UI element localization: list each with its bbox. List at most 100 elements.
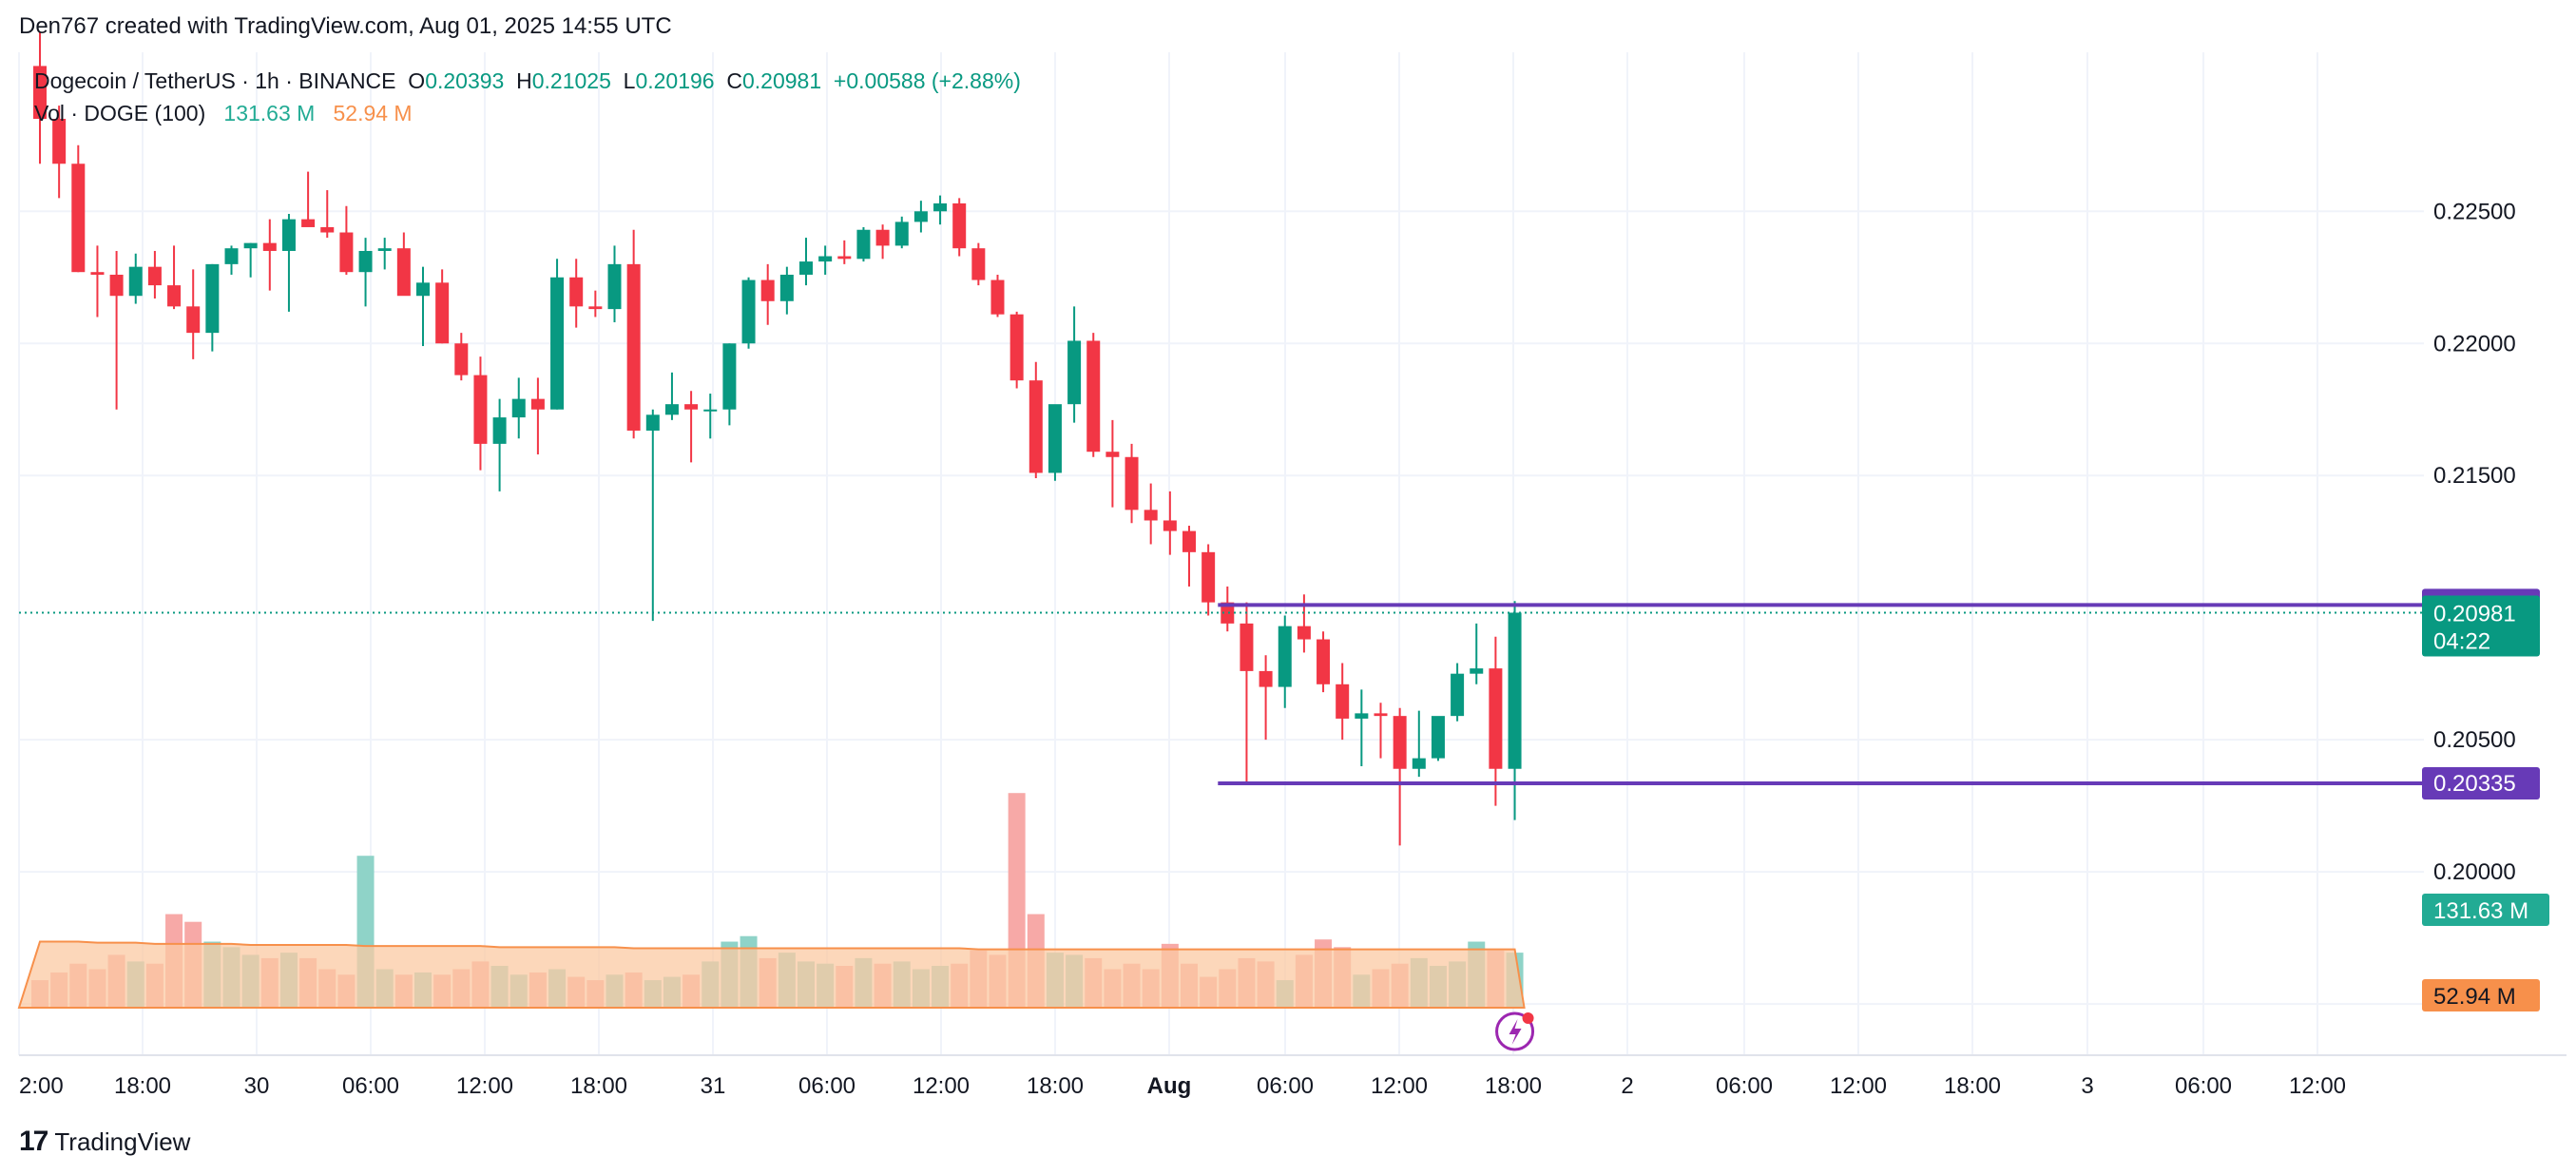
candle-body [205, 263, 220, 334]
candle-body [224, 248, 239, 264]
time-tick-label: 06:00 [2175, 1073, 2232, 1099]
time-tick-label: 12:00 [1830, 1073, 1887, 1099]
candle [281, 214, 296, 312]
horizontal-levels[interactable] [19, 603, 2424, 786]
candle [1240, 602, 1254, 785]
candle-body [1451, 673, 1465, 717]
volume-ma-area [17, 940, 1526, 1009]
chart-header: Den767 created with TradingView.com, Aug… [19, 13, 672, 39]
candle-body [1028, 380, 1043, 473]
candle-body [1086, 340, 1101, 453]
candle [971, 242, 986, 286]
candle [243, 242, 258, 278]
tradingview-logo[interactable]: 17 TradingView [19, 1126, 190, 1158]
candle-body [1336, 684, 1350, 719]
candle-body [473, 375, 488, 444]
candle [1067, 306, 1082, 423]
candle [33, 31, 47, 164]
time-tick-label: 3 [2081, 1073, 2093, 1099]
candle [492, 398, 507, 491]
price-tick-label: 0.20500 [2433, 727, 2516, 753]
candle [1470, 623, 1484, 684]
candle-body [741, 279, 756, 344]
candle-body [396, 248, 411, 297]
candle-body [645, 414, 660, 431]
symbol-title[interactable]: Dogecoin / TetherUS · 1h · BINANCE [34, 68, 396, 93]
time-axis[interactable]: 2:00 18:00 30 06:00 12:00 18:00 31 06:00 12:00 18… [19, 1073, 2346, 1099]
candle-body [875, 229, 890, 246]
price-tick-label: 0.22000 [2433, 331, 2516, 356]
candle [569, 259, 584, 328]
time-tick-label: 06:00 [342, 1073, 399, 1099]
candle [1508, 601, 1522, 820]
time-tick-label: 06:00 [1716, 1073, 1773, 1099]
candle-body [1374, 713, 1388, 717]
candle-body [1105, 452, 1120, 457]
candle [1221, 586, 1235, 632]
candle [1393, 707, 1407, 846]
candle [1259, 655, 1273, 741]
candle-body [1221, 602, 1235, 624]
candle [933, 195, 948, 225]
candle [358, 238, 373, 307]
time-tick-label: 06:00 [798, 1073, 855, 1099]
time-tick-label: 18:00 [114, 1073, 171, 1099]
candle [205, 263, 220, 352]
candle [320, 190, 335, 239]
close-value: 0.20981 [742, 68, 822, 93]
candle-body [550, 277, 565, 410]
price-tick-label: 0.20000 [2433, 859, 2516, 885]
candle-body [320, 226, 335, 233]
candle [396, 232, 411, 297]
candle-body [1508, 612, 1522, 769]
candle [741, 277, 756, 349]
candle [167, 245, 182, 310]
candle [511, 377, 526, 439]
open-label: O [408, 68, 426, 93]
candle [952, 198, 967, 257]
candle [301, 171, 316, 227]
time-tick-label: 18:00 [1944, 1073, 2001, 1099]
volume-value-badge [2422, 894, 2549, 926]
candle-body [1431, 716, 1445, 759]
candle-body [607, 263, 622, 310]
candle [664, 372, 679, 420]
candle [550, 259, 565, 410]
candle-body [1470, 668, 1484, 674]
time-tick-label: 31 [701, 1073, 726, 1099]
candle-body [167, 285, 182, 307]
candle-body [1240, 623, 1254, 671]
candle [837, 240, 852, 264]
candle-body [684, 404, 699, 410]
candle-body [952, 202, 967, 249]
low-value: 0.20196 [635, 68, 715, 93]
ohlc-legend-row: Dogecoin / TetherUS · 1h · BINANCE O 0.20… [34, 65, 1021, 97]
candle [894, 216, 909, 249]
chart-markers [1495, 1011, 1535, 1051]
level-price-badge [2422, 767, 2540, 800]
candle-body [1163, 520, 1177, 531]
candle-body [52, 119, 67, 164]
candle [339, 205, 354, 275]
candle [1163, 491, 1177, 555]
candle [990, 274, 1005, 318]
candle-body [990, 279, 1005, 315]
candle [1489, 636, 1503, 806]
candle-body [1182, 530, 1196, 552]
notification-dot-icon [1522, 1012, 1534, 1024]
change-value: +0.00588 (+2.88%) [833, 68, 1021, 93]
candle-body [1355, 713, 1369, 719]
candle [588, 290, 603, 318]
candle-body [837, 256, 852, 260]
candle-body [301, 219, 316, 227]
candle-body [147, 266, 162, 286]
candle [1278, 615, 1292, 708]
candle-body [1009, 314, 1024, 381]
volume-value-label: 131.63 M [2433, 898, 2528, 924]
time-tick-label: 18:00 [1027, 1073, 1084, 1099]
candle [779, 266, 794, 315]
volume-legend-label[interactable]: Vol · DOGE (100) [34, 101, 206, 125]
candle-body [262, 242, 277, 251]
price-axis[interactable]: 0.225000.220000.215000.205000.200000.195… [2422, 199, 2549, 1017]
